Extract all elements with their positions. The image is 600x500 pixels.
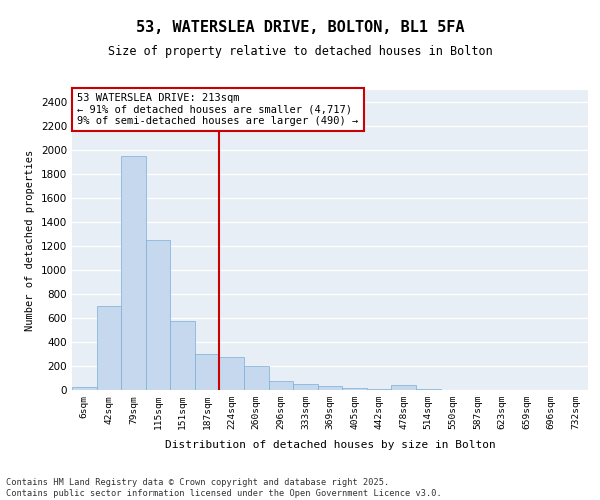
- Bar: [391, 385, 416, 390]
- Bar: [146, 240, 170, 390]
- Bar: [220, 357, 244, 390]
- Text: Size of property relative to detached houses in Bolton: Size of property relative to detached ho…: [107, 45, 493, 58]
- Text: 53, WATERSLEA DRIVE, BOLTON, BL1 5FA: 53, WATERSLEA DRIVE, BOLTON, BL1 5FA: [136, 20, 464, 35]
- Bar: [269, 381, 293, 390]
- Bar: [170, 321, 195, 390]
- Bar: [121, 156, 146, 390]
- X-axis label: Distribution of detached houses by size in Bolton: Distribution of detached houses by size …: [164, 440, 496, 450]
- Bar: [342, 388, 367, 390]
- Y-axis label: Number of detached properties: Number of detached properties: [25, 150, 35, 330]
- Bar: [293, 384, 318, 390]
- Bar: [195, 354, 220, 390]
- Text: Contains HM Land Registry data © Crown copyright and database right 2025.
Contai: Contains HM Land Registry data © Crown c…: [6, 478, 442, 498]
- Bar: [97, 306, 121, 390]
- Bar: [244, 366, 269, 390]
- Text: 53 WATERSLEA DRIVE: 213sqm
← 91% of detached houses are smaller (4,717)
9% of se: 53 WATERSLEA DRIVE: 213sqm ← 91% of deta…: [77, 93, 358, 126]
- Bar: [72, 387, 97, 390]
- Bar: [318, 386, 342, 390]
